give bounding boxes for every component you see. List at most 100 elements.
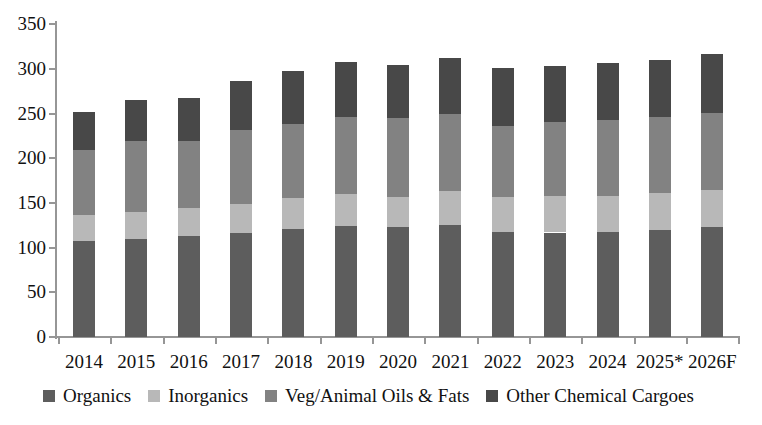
y-axis-tick-label: 300	[0, 58, 46, 80]
bar-segment-inorganics	[649, 193, 671, 230]
legend-label: Organics	[63, 384, 131, 408]
y-axis-tick	[49, 336, 55, 338]
legend-swatch	[43, 390, 55, 402]
chart-legend: Organics Inorganics Veg/Animal Oils & Fats…	[43, 384, 752, 408]
bar-segment-inorganics	[282, 198, 304, 229]
y-axis-tick-label: 200	[0, 147, 46, 169]
bar-segment-other-chemical-cargoes	[335, 62, 357, 117]
bar-segment-other-chemical-cargoes	[73, 112, 95, 150]
bar-segment-inorganics	[335, 194, 357, 226]
bar-segment-organics	[125, 239, 147, 337]
y-axis-tick	[49, 68, 55, 70]
x-axis-tick	[267, 338, 269, 344]
x-axis-label: 2024	[578, 351, 638, 373]
x-axis-tick	[634, 338, 636, 344]
x-axis-label: 2020	[368, 351, 428, 373]
x-axis-label: 2021	[420, 351, 480, 373]
x-axis-label: 2018	[263, 351, 323, 373]
x-axis-tick	[110, 338, 112, 344]
bar-segment-inorganics	[492, 197, 514, 232]
bar-segment-organics	[73, 241, 95, 337]
legend-item: Other Chemical Cargoes	[486, 384, 694, 408]
bar-segment-organics	[335, 226, 357, 337]
x-axis-label: 2022	[473, 351, 533, 373]
bar-segment-veg-animal-oils-fats	[125, 141, 147, 212]
x-axis-tick	[215, 338, 217, 344]
legend-item: Organics	[43, 384, 131, 408]
bar-segment-other-chemical-cargoes	[492, 68, 514, 126]
bar-segment-organics	[544, 233, 566, 338]
bar-segment-veg-animal-oils-fats	[597, 120, 619, 196]
bar-segment-other-chemical-cargoes	[544, 66, 566, 122]
x-axis-tick	[372, 338, 374, 344]
bar-segment-organics	[230, 233, 252, 337]
bar-segment-organics	[701, 227, 723, 337]
bar-segment-inorganics	[387, 197, 409, 227]
bar-segment-organics	[597, 232, 619, 337]
legend-label: Veg/Animal Oils & Fats	[285, 384, 469, 408]
bar-segment-veg-animal-oils-fats	[439, 114, 461, 191]
y-axis-tick	[49, 291, 55, 293]
legend-swatch	[148, 390, 160, 402]
bar-segment-inorganics	[701, 190, 723, 228]
bar-segment-organics	[439, 225, 461, 337]
bar-segment-other-chemical-cargoes	[649, 60, 671, 117]
bar-segment-other-chemical-cargoes	[387, 65, 409, 119]
bar-segment-other-chemical-cargoes	[178, 98, 200, 141]
x-axis-tick	[424, 338, 426, 344]
bar-segment-inorganics	[439, 191, 461, 226]
x-axis-tick	[163, 338, 165, 344]
bar-segment-inorganics	[230, 204, 252, 234]
bar-segment-inorganics	[178, 208, 200, 237]
y-axis-tick-label: 100	[0, 237, 46, 259]
bar-segment-inorganics	[125, 212, 147, 239]
y-axis-line	[55, 21, 57, 339]
bar-segment-organics	[282, 229, 304, 337]
x-axis-label: 2016	[159, 351, 219, 373]
bar-segment-veg-animal-oils-fats	[282, 124, 304, 198]
bar-segment-veg-animal-oils-fats	[73, 150, 95, 215]
x-axis-tick	[58, 338, 60, 344]
bar-segment-veg-animal-oils-fats	[178, 141, 200, 208]
bar-segment-veg-animal-oils-fats	[387, 118, 409, 197]
bar-segment-veg-animal-oils-fats	[492, 126, 514, 197]
bar-segment-organics	[492, 232, 514, 337]
y-axis-tick	[49, 202, 55, 204]
legend-item: Veg/Animal Oils & Fats	[265, 384, 469, 408]
bar-segment-other-chemical-cargoes	[125, 100, 147, 140]
bar-segment-other-chemical-cargoes	[597, 63, 619, 120]
legend-swatch	[486, 390, 498, 402]
y-axis-tick	[49, 23, 55, 25]
y-axis-tick-label: 50	[0, 281, 46, 303]
x-axis-label: 2026F	[682, 351, 742, 373]
x-axis-label: 2015	[106, 351, 166, 373]
x-axis-label: 2017	[211, 351, 271, 373]
x-axis-label: 2023	[525, 351, 585, 373]
y-axis-tick-label: 250	[0, 103, 46, 125]
x-axis-tick	[529, 338, 531, 344]
x-axis-tick	[581, 338, 583, 344]
x-axis-tick	[738, 338, 740, 344]
bar-segment-veg-animal-oils-fats	[544, 122, 566, 196]
x-axis-label: 2014	[54, 351, 114, 373]
x-axis-label: 2019	[316, 351, 376, 373]
y-axis-tick	[49, 113, 55, 115]
bar-segment-inorganics	[544, 196, 566, 233]
legend-item: Inorganics	[148, 384, 248, 408]
legend-label: Inorganics	[168, 384, 248, 408]
x-axis-label: 2025*	[630, 351, 690, 373]
bar-segment-inorganics	[73, 215, 95, 242]
bar-segment-veg-animal-oils-fats	[701, 113, 723, 190]
x-axis-tick	[686, 338, 688, 344]
x-axis-tick	[320, 338, 322, 344]
bar-segment-other-chemical-cargoes	[230, 81, 252, 130]
bar-segment-other-chemical-cargoes	[701, 54, 723, 113]
bar-segment-other-chemical-cargoes	[282, 71, 304, 124]
y-axis-tick-label: 350	[0, 13, 46, 35]
bar-segment-veg-animal-oils-fats	[230, 130, 252, 204]
bar-segment-organics	[178, 236, 200, 337]
bar-segment-veg-animal-oils-fats	[649, 117, 671, 193]
x-axis-tick	[477, 338, 479, 344]
y-axis-tick-label: 150	[0, 192, 46, 214]
bar-segment-organics	[649, 230, 671, 337]
